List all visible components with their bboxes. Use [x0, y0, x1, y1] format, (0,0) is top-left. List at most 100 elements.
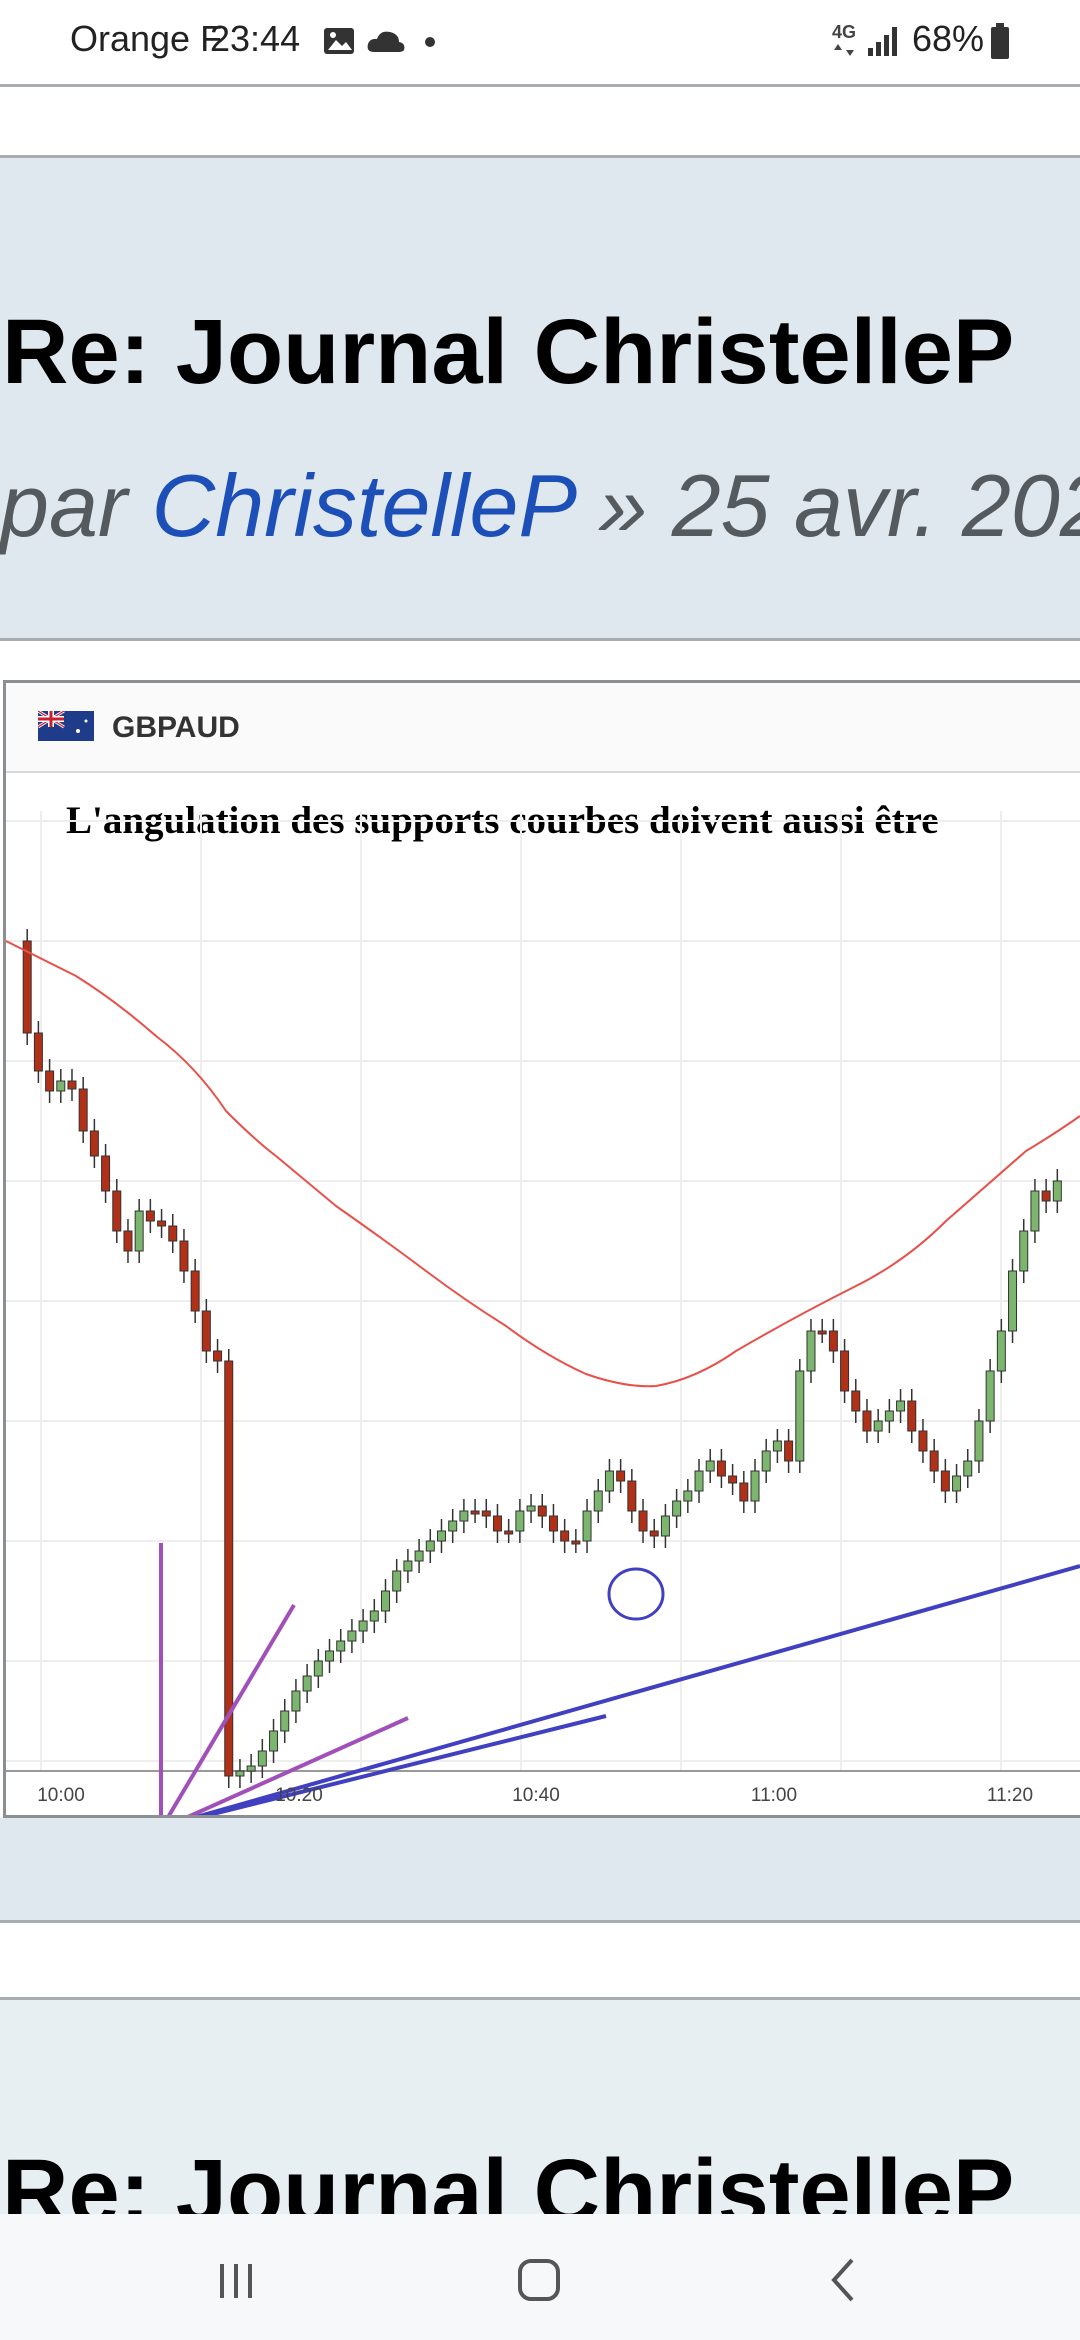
candle-body: [560, 1530, 570, 1542]
gallery-icon: [324, 28, 354, 54]
candle-body: [101, 1155, 111, 1192]
candle-body: [660, 1515, 670, 1537]
candle-body: [817, 1330, 827, 1335]
battery-percent: 68%: [912, 18, 985, 59]
x-tick-label: 10:20: [275, 1785, 323, 1806]
candle-body: [884, 1410, 894, 1422]
candle-body: [761, 1450, 771, 1472]
candle-body: [347, 1630, 357, 1642]
candle-body: [145, 1210, 155, 1222]
date-separator: »: [598, 456, 648, 555]
chart-plot: 10:00 10:20 10:40 11:00 11:20: [6, 811, 1080, 1815]
candle-body: [940, 1470, 950, 1492]
candle-body: [436, 1530, 446, 1542]
candle-body: [235, 1770, 245, 1777]
candle-body: [381, 1590, 391, 1612]
moving-average-line: [6, 940, 1080, 1388]
candle-body: [604, 1470, 614, 1492]
candle-body: [78, 1088, 88, 1132]
candle-body: [369, 1610, 379, 1622]
candle-body: [358, 1620, 368, 1632]
candle-body: [705, 1460, 715, 1472]
candle-body: [492, 1515, 502, 1532]
post-date: 25 avr. 202: [671, 456, 1080, 555]
recents-icon: [220, 2264, 252, 2298]
battery-icon: [991, 23, 1009, 59]
candle-body: [974, 1420, 984, 1462]
candle-body: [537, 1505, 547, 1517]
back-button[interactable]: [802, 2244, 882, 2314]
candle-body: [963, 1460, 973, 1477]
chart-header: GBPAUD: [6, 683, 1080, 773]
candle-body: [728, 1475, 738, 1484]
candlesticks: [22, 929, 1062, 1788]
uk-australia-flag-icon: [38, 711, 94, 741]
x-tick-label: 10:40: [512, 1785, 560, 1806]
candle-body: [772, 1440, 782, 1452]
candle-body: [750, 1470, 760, 1502]
candle-body: [862, 1410, 872, 1432]
divider: [0, 84, 1080, 87]
candle-body: [616, 1470, 626, 1482]
post-meta: par ChristelleP » 25 avr. 202: [0, 455, 1080, 557]
x-tick-label: 10:00: [37, 1785, 85, 1806]
candle-body: [1008, 1270, 1018, 1332]
notification-dot-icon: [425, 37, 435, 47]
highlight-circle: [607, 1567, 665, 1621]
candle-body: [739, 1482, 749, 1502]
annotation-lines: [159, 1543, 409, 1815]
navigation-bar: [0, 2214, 1080, 2340]
candle-body: [1019, 1230, 1029, 1272]
author-prefix: par: [0, 456, 128, 555]
candle-body: [134, 1210, 144, 1252]
candle-body: [157, 1220, 167, 1227]
candle-body: [638, 1510, 648, 1532]
divider: [0, 1920, 1080, 1923]
candle-body: [179, 1240, 189, 1272]
candle-body: [896, 1400, 906, 1412]
candle-body: [56, 1080, 66, 1092]
x-axis-ticks: 10:00 10:20 10:40 11:00 11:20: [37, 1785, 1033, 1806]
cloud-icon: [367, 31, 405, 52]
author-link[interactable]: ChristelleP: [151, 456, 574, 555]
status-bar: Orange F 23:44 4G 68%: [0, 0, 1080, 84]
divider: [0, 1997, 1080, 2000]
candle-body: [280, 1710, 290, 1732]
candle-body: [414, 1550, 424, 1562]
annotation-shallow-angle: [187, 1716, 409, 1815]
home-button[interactable]: [500, 2244, 580, 2314]
candle-body: [33, 1032, 43, 1072]
post-footer-panel: [0, 1818, 1080, 1920]
candle-body: [201, 1310, 211, 1352]
candle-body: [828, 1330, 838, 1352]
chart-grid: [6, 811, 1080, 1772]
candle-body: [123, 1230, 133, 1252]
chart-image[interactable]: GBPAUD L'angulation des supports courbes…: [6, 683, 1080, 1815]
candle-body: [481, 1510, 491, 1517]
candle-body: [548, 1515, 558, 1532]
carrier-name: Orange F: [70, 18, 223, 59]
candle-body: [313, 1660, 323, 1677]
candle-body: [627, 1480, 637, 1512]
candle-body: [392, 1570, 402, 1592]
candle-body: [190, 1270, 200, 1312]
candle-body: [784, 1440, 794, 1462]
candle-body: [806, 1330, 816, 1372]
back-icon: [831, 2258, 854, 2302]
candle-body: [952, 1475, 962, 1492]
candle-body: [593, 1490, 603, 1512]
candle-body: [224, 1360, 234, 1777]
candle-body: [45, 1070, 55, 1092]
recents-button[interactable]: [196, 2244, 276, 2314]
candle-body: [851, 1390, 861, 1412]
candle-body: [22, 940, 32, 1034]
candle-body: [683, 1490, 693, 1502]
candle-body: [459, 1510, 469, 1522]
candle-body: [716, 1460, 726, 1477]
candle-body: [649, 1530, 659, 1537]
candle-body: [448, 1520, 458, 1532]
annotation-steep-angle: [166, 1603, 296, 1815]
candle-body: [1052, 1180, 1062, 1202]
post-title[interactable]: Re: Journal ChristelleP: [2, 301, 1015, 403]
divider: [0, 155, 1080, 158]
